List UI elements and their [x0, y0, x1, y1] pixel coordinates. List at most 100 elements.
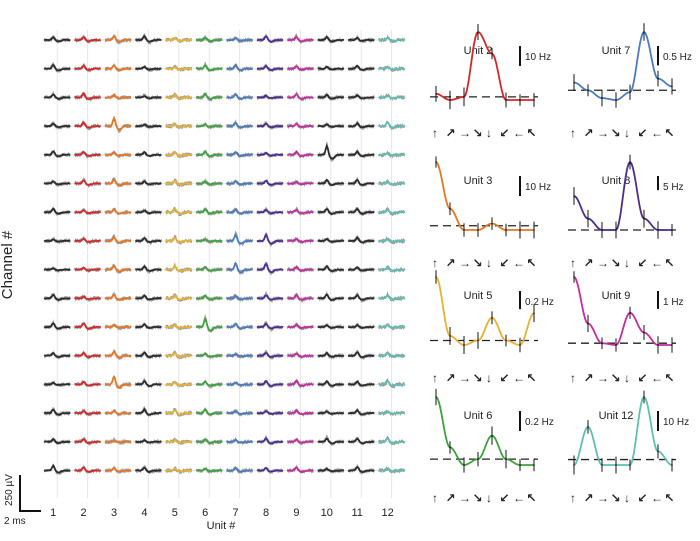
waveform-cell — [43, 61, 71, 73]
waveform-mean — [74, 121, 101, 129]
waveform-cell — [74, 150, 101, 159]
direction-arrow: ← — [651, 126, 663, 140]
waveform-mean — [74, 351, 101, 359]
tuning-curve — [573, 395, 673, 466]
waveform-mean — [165, 409, 192, 416]
waveform-cell — [104, 177, 132, 188]
waveform-cell — [378, 178, 405, 187]
waveform-mean — [257, 262, 284, 273]
waveform-cell — [286, 179, 314, 187]
waveform-mean — [74, 209, 101, 215]
waveform-mean — [195, 467, 223, 473]
waveform-mean — [257, 122, 284, 129]
unit-axis-label: Unit # — [207, 520, 237, 532]
waveform-mean — [257, 379, 284, 387]
waveform-mean — [74, 64, 101, 72]
tuning-panel: Unit 5 0.2 Hz ↑ ↗ → ↘ ↓ ↙ ← ↖ — [430, 270, 554, 385]
channel-axis-label: Channel # — [0, 230, 16, 299]
waveform-mean — [256, 179, 284, 186]
waveform-mean — [135, 123, 162, 128]
waveform-cell — [195, 177, 223, 188]
waveform-cell — [134, 263, 162, 275]
waveform-cell — [195, 92, 223, 102]
waveform-cell — [317, 264, 345, 274]
direction-arrow: ↘ — [473, 491, 483, 505]
waveform-cell — [134, 92, 162, 101]
tuning-point — [533, 229, 535, 231]
waveform-mean — [74, 36, 101, 43]
waveform-cell — [226, 230, 254, 247]
waveform-cell — [104, 233, 132, 245]
waveform-cell — [195, 379, 223, 389]
waveform-cell — [135, 178, 162, 187]
unit-tick-label: 2 — [81, 507, 87, 519]
unit-tick-label: 7 — [233, 507, 239, 519]
waveform-cell — [43, 120, 71, 130]
waveform-mean — [287, 466, 314, 474]
waveform-cell — [317, 65, 345, 72]
waveform-cell — [287, 150, 314, 159]
waveform-grid — [42, 30, 407, 498]
waveform-mean — [104, 116, 132, 131]
waveform-mean — [256, 294, 284, 301]
waveform-mean — [226, 261, 253, 274]
waveform-mean — [378, 94, 405, 100]
waveform-mean — [287, 323, 314, 330]
tuning-point — [643, 396, 645, 398]
unit-tick-label: 1 — [50, 507, 56, 519]
waveform-cell — [134, 406, 162, 418]
waveform-mean — [317, 65, 345, 71]
direction-arrow: ← — [651, 371, 663, 385]
waveform-mean — [104, 439, 132, 444]
waveform-cell — [104, 408, 132, 417]
direction-arrow: ↑ — [570, 491, 576, 505]
waveform-mean — [196, 122, 223, 128]
direction-arrow: ← — [513, 126, 525, 140]
waveform-cell — [378, 65, 405, 73]
waveform-mean — [226, 232, 253, 245]
waveform-mean — [348, 266, 375, 272]
waveform-mean — [165, 236, 192, 244]
direction-arrow: ↑ — [570, 371, 576, 385]
waveform-mean — [104, 208, 132, 215]
waveform-mean — [286, 122, 314, 129]
direction-arrow: ↙ — [500, 126, 510, 140]
unit-tick-labels: 1 2 3 4 5 6 7 8 9 10 11 12 — [50, 507, 394, 519]
waveform-mean — [196, 92, 223, 101]
waveform-mean — [195, 408, 223, 416]
waveform-cell — [256, 120, 284, 131]
waveform-mean — [43, 180, 71, 186]
direction-arrow: ↖ — [527, 371, 537, 385]
tuning-title: Unit 5 — [464, 290, 493, 302]
tuning-point — [533, 99, 535, 101]
direction-arrow: ↑ — [570, 256, 576, 270]
tuning-point — [505, 339, 507, 342]
waveform-cell — [165, 234, 193, 246]
waveform-cell — [43, 350, 71, 360]
tuning-point — [449, 207, 451, 210]
waveform-mean — [44, 437, 71, 445]
waveform-cell — [195, 407, 223, 417]
direction-arrow: ↖ — [665, 491, 675, 505]
tuning-title: Unit 3 — [464, 175, 493, 187]
tuning-panel: Unit 3 10 Hz ↑ ↗ → ↘ ↓ ↙ ← ↖ — [430, 156, 551, 270]
waveform-grid-labels: Channel # Unit # 1 2 3 4 5 6 7 8 9 10 11 12 250 µV … — [0, 230, 394, 532]
waveform-mean — [44, 63, 71, 72]
direction-arrow: → — [459, 256, 471, 270]
direction-arrow: → — [459, 126, 471, 140]
waveform-mean — [104, 374, 132, 390]
tuning-point — [657, 77, 659, 80]
waveform-cell — [286, 264, 314, 273]
tuning-scale-label: 5 Hz — [663, 182, 684, 193]
waveform-mean — [165, 467, 192, 473]
waveform-cell — [165, 408, 193, 417]
waveform-mean — [287, 35, 314, 43]
waveform-cell — [43, 148, 71, 159]
waveform-mean — [287, 293, 314, 301]
tuning-point — [449, 99, 451, 101]
unit-tick-label: 10 — [321, 507, 333, 519]
waveform-cell — [134, 437, 162, 446]
waveform-cell — [286, 206, 314, 216]
waveform-cell — [256, 434, 284, 446]
waveform-cell — [317, 290, 345, 303]
